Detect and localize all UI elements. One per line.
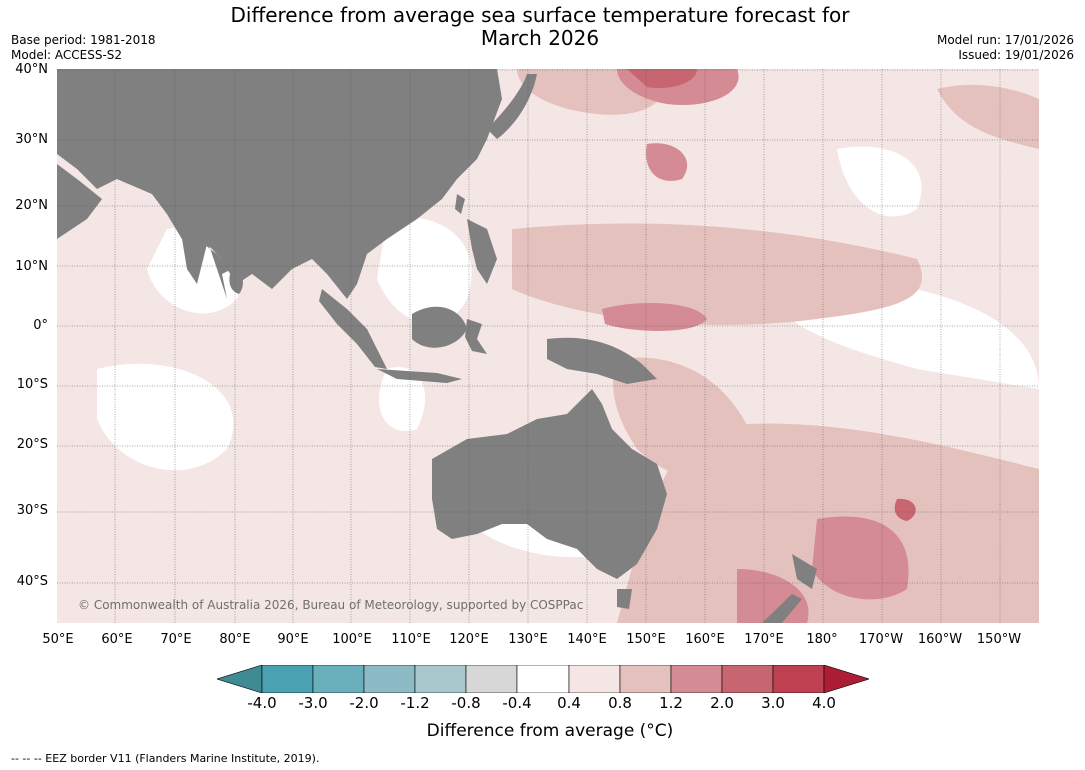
colorbar-swatch xyxy=(465,665,518,693)
arabia xyxy=(57,164,102,239)
new-guinea xyxy=(547,337,657,384)
issued-date: Issued: 19/01/2026 xyxy=(958,48,1074,62)
colorbar-tick: -0.8 xyxy=(451,694,481,712)
lat-label: 40°N xyxy=(15,62,48,77)
lon-label: 170°W xyxy=(858,632,904,647)
taiwan xyxy=(455,194,465,214)
model-name: Model: ACCESS-S2 xyxy=(11,48,123,62)
chart-title: Difference from average sea surface temp… xyxy=(230,4,850,50)
lat-label: 30°N xyxy=(15,132,48,147)
colorbar-tick: 0.4 xyxy=(557,694,581,712)
lon-label: 110°E xyxy=(391,632,431,647)
colorbar-swatch xyxy=(217,665,263,693)
lon-label: 70°E xyxy=(160,632,192,647)
new-zealand-south xyxy=(762,594,802,623)
meta-right: Model run: 17/01/2026 Issued: 19/01/2026 xyxy=(937,33,1074,63)
model-run: Model run: 17/01/2026 xyxy=(936,33,1074,47)
lon-label: 150°E xyxy=(626,632,666,647)
lon-label: 60°E xyxy=(101,632,133,647)
lon-label: 140°E xyxy=(567,632,607,647)
new-zealand-north xyxy=(792,554,817,589)
lon-label: 160°W xyxy=(917,632,963,647)
meta-left: Base period: 1981-2018 Model: ACCESS-S2 xyxy=(11,33,156,63)
eez-legend: -- -- -- EEZ border V11 (Flanders Marine… xyxy=(11,752,320,765)
australia xyxy=(432,389,667,579)
colorbar-tick: -3.0 xyxy=(298,694,328,712)
colorbar-tick: -2.0 xyxy=(349,694,379,712)
colorbar-tick: -0.4 xyxy=(502,694,532,712)
lon-label: 150°W xyxy=(976,632,1022,647)
colorbar-tick: 2.0 xyxy=(710,694,734,712)
colorbar-swatch xyxy=(312,665,365,693)
lat-label: 0° xyxy=(33,318,48,333)
colorbar-tick: -4.0 xyxy=(247,694,277,712)
lat-label: 20°S xyxy=(16,437,48,452)
land-masses xyxy=(57,69,817,623)
philippines xyxy=(467,219,497,284)
lon-label: 90°E xyxy=(277,632,309,647)
sumatra xyxy=(319,289,387,369)
asia-landmass xyxy=(57,69,502,299)
japan xyxy=(487,74,537,139)
title-line-2: March 2026 xyxy=(480,26,600,50)
lat-label: 30°S xyxy=(16,503,48,518)
colorbar-swatch xyxy=(414,665,467,693)
title-line-1: Difference from average sea surface temp… xyxy=(230,3,850,27)
lon-label: 50°E xyxy=(42,632,74,647)
colorbar-swatch xyxy=(363,665,416,693)
anomaly-warm-regions xyxy=(512,69,1039,623)
lon-label: 100°E xyxy=(332,632,372,647)
sri-lanka xyxy=(229,269,243,294)
colorbar-title: Difference from average (°C) xyxy=(426,721,674,741)
colorbar xyxy=(217,665,869,693)
india xyxy=(117,179,232,299)
sst-map[interactable] xyxy=(57,69,1039,623)
lon-label: 180° xyxy=(806,632,838,647)
colorbar-tick: 1.2 xyxy=(659,694,683,712)
java xyxy=(377,369,462,383)
colorbar-swatch xyxy=(670,665,723,693)
colorbar-tick: 4.0 xyxy=(812,694,836,712)
base-period: Base period: 1981-2018 xyxy=(11,33,156,47)
colorbar-swatch xyxy=(772,665,825,693)
colorbar-tick: -1.2 xyxy=(400,694,430,712)
colorbar-tick: 0.8 xyxy=(608,694,632,712)
colorbar-tick: 3.0 xyxy=(761,694,785,712)
lon-label: 170°E xyxy=(744,632,784,647)
lat-label: 10°S xyxy=(16,377,48,392)
lat-label: 10°N xyxy=(15,259,48,274)
colorbar-swatch xyxy=(721,665,774,693)
lat-label: 40°S xyxy=(16,574,48,589)
colorbar-swatch xyxy=(261,665,314,693)
lat-label: 20°N xyxy=(15,198,48,213)
colorbar-swatch xyxy=(619,665,672,693)
tasmania xyxy=(617,589,632,609)
lon-label: 120°E xyxy=(449,632,489,647)
lon-label: 80°E xyxy=(219,632,251,647)
copyright-notice: © Commonwealth of Australia 2026, Bureau… xyxy=(78,598,584,612)
lon-label: 160°E xyxy=(685,632,725,647)
lon-label: 130°E xyxy=(508,632,548,647)
borneo xyxy=(412,306,467,348)
colorbar-swatch xyxy=(823,665,869,693)
sulawesi xyxy=(465,319,487,354)
graticule xyxy=(57,69,1039,623)
map-svg xyxy=(57,69,1039,623)
colorbar-swatch xyxy=(516,665,570,693)
colorbar-swatch xyxy=(568,665,621,693)
